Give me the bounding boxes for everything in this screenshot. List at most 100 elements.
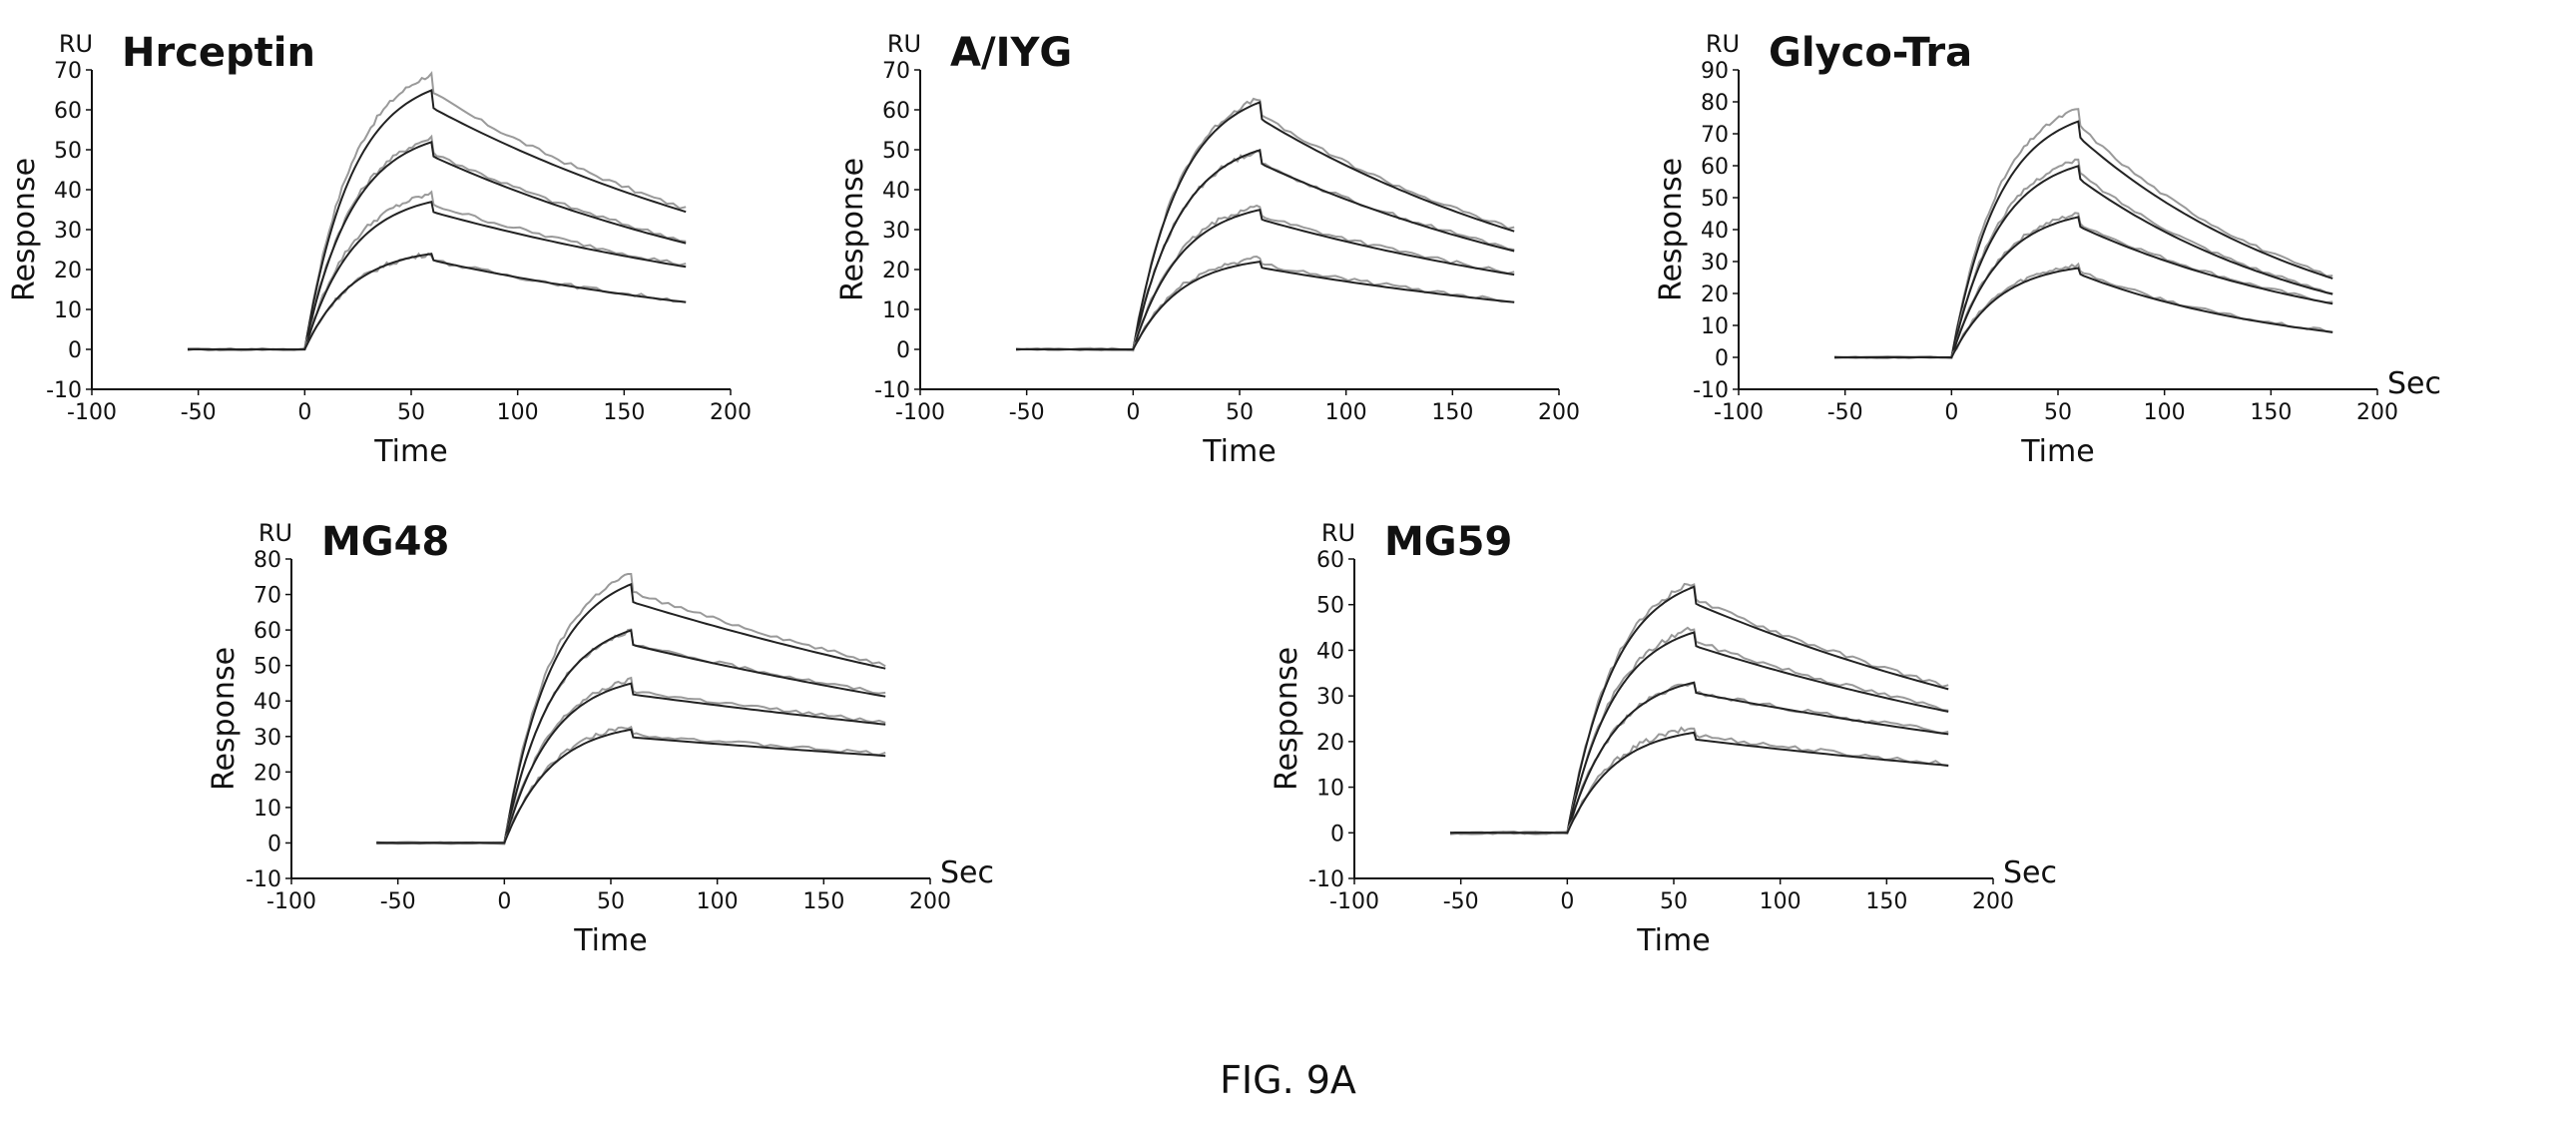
chart-panel-hrceptin: -10 0 10 20 30 40 50 60 70 -100 -50 0 50 100 150 200 RU H… [0, 10, 798, 493]
x-tick-label: 100 [1325, 400, 1367, 425]
x-tick-label: 100 [2144, 400, 2186, 425]
y-tick-label: 40 [882, 179, 910, 204]
x-tick-label: 0 [297, 400, 311, 425]
chart-title: MG48 [321, 519, 449, 565]
sensorgram-fit-curve [376, 728, 886, 844]
x-tick-label: 50 [397, 400, 425, 425]
x-tick-label: 150 [1431, 400, 1473, 425]
y-tick-label: 0 [896, 338, 910, 363]
chart-title: MG59 [1384, 519, 1512, 565]
y-tick-label: 90 [1701, 59, 1729, 84]
x-tick-label: -100 [1329, 889, 1379, 914]
x-tick-label: 150 [1865, 889, 1907, 914]
y-tick-label: 30 [54, 219, 82, 244]
x-tick-label: 50 [1660, 889, 1688, 914]
y-tick-label: 50 [254, 655, 281, 680]
y-tick-label: 10 [1316, 777, 1344, 802]
sensorgram-fit-curve [188, 88, 687, 350]
sensorgram-fit-curve [376, 582, 886, 844]
figure-caption: FIG. 9A [1220, 1058, 1356, 1102]
x-tick-label: -50 [181, 400, 217, 425]
sensorgram-raw-curve [376, 573, 886, 845]
sensorgram-raw-curve [1015, 204, 1515, 352]
x-tick-label: 200 [1972, 889, 2014, 914]
x-axis-title: Time [1636, 923, 1710, 958]
chart-panel-glyco-tra: -10 0 10 20 30 40 50 60 70 80 90 -100 -50 0 50 100 150 20… [1647, 10, 2445, 493]
y-tick-label: 50 [1701, 187, 1729, 212]
y-axis-title: Response [1654, 158, 1689, 301]
y-tick-label: 50 [54, 139, 82, 164]
x-tick-label: -50 [1443, 889, 1479, 914]
y-tick-label: 70 [254, 584, 281, 609]
x-tick-label: 200 [909, 889, 951, 914]
y-unit-label: RU [59, 30, 93, 58]
y-tick-label: 0 [1330, 822, 1344, 846]
sensorgram-raw-curve [1015, 97, 1515, 352]
sensorgram-fit-curve [376, 682, 886, 844]
x-tick-label: -50 [1009, 400, 1045, 425]
x-tick-label: 0 [497, 889, 511, 914]
sensorgram-fit-curve [188, 140, 687, 350]
sensorgram-fit-curve [188, 200, 687, 350]
y-tick-label: 0 [267, 832, 281, 856]
sensorgram-fit-curve [1834, 267, 2333, 358]
y-tick-label: 60 [882, 99, 910, 124]
y-tick-label: 20 [1316, 731, 1344, 756]
x-tick-label: -100 [1714, 400, 1764, 425]
sensorgram-raw-curve [187, 252, 687, 352]
y-tick-label: 20 [882, 259, 910, 283]
y-tick-label: -10 [46, 378, 82, 403]
y-tick-label: 40 [54, 179, 82, 204]
x-axis-title: Time [1202, 434, 1276, 469]
y-tick-label: 40 [1316, 639, 1344, 664]
y-tick-label: 10 [1701, 314, 1729, 339]
x-tick-label: 150 [2250, 400, 2292, 425]
x-tick-label: -100 [895, 400, 945, 425]
x-tick-label: -100 [266, 889, 316, 914]
sensorgram-fit-curve [1834, 120, 2333, 358]
y-tick-label: 0 [68, 338, 82, 363]
y-tick-label: -10 [1693, 378, 1729, 403]
x-axis-title: Time [573, 923, 647, 958]
y-unit-label: RU [258, 519, 292, 547]
y-unit-label: RU [887, 30, 921, 58]
x-tick-label: 50 [1226, 400, 1254, 425]
y-tick-label: 20 [254, 761, 281, 786]
x-tick-label: 200 [1538, 400, 1580, 425]
x-tick-label: 0 [1126, 400, 1140, 425]
y-tick-label: 10 [54, 298, 82, 323]
y-axis-title: Response [835, 158, 870, 301]
y-tick-label: 30 [254, 726, 281, 751]
sensorgram-fit-curve [1016, 148, 1515, 350]
sensorgram-raw-curve [187, 190, 687, 352]
sensorgram-raw-curve [1833, 158, 2333, 359]
y-tick-label: 10 [254, 797, 281, 822]
y-unit-label: RU [1706, 30, 1740, 58]
x-axis-title: Time [373, 434, 447, 469]
sensorgram-raw-curve [1450, 626, 1949, 836]
x-tick-label: 50 [2044, 400, 2072, 425]
y-tick-label: 60 [54, 99, 82, 124]
x-tick-label: -100 [67, 400, 117, 425]
y-tick-label: 40 [1701, 219, 1729, 244]
y-axis-title: Response [207, 647, 242, 791]
sensorgram-fit-curve [1834, 165, 2333, 358]
x-tick-label: 150 [603, 400, 645, 425]
y-tick-label: 30 [1316, 685, 1344, 710]
y-tick-label: 80 [1701, 91, 1729, 116]
y-tick-label: 60 [1701, 155, 1729, 180]
x-tick-label: -50 [1827, 400, 1863, 425]
sensorgram-raw-curve [376, 628, 886, 845]
x-axis-title: Time [2020, 434, 2094, 469]
x-tick-label: 200 [2356, 400, 2398, 425]
sensorgram-raw-curve [1833, 262, 2333, 359]
x-unit-label: Sec [2387, 366, 2441, 401]
sensorgram-fit-curve [1016, 260, 1515, 350]
y-tick-label: 70 [1701, 123, 1729, 148]
x-tick-label: 100 [1760, 889, 1802, 914]
sensorgram-fit-curve [1450, 731, 1949, 835]
x-tick-label: 0 [1944, 400, 1958, 425]
